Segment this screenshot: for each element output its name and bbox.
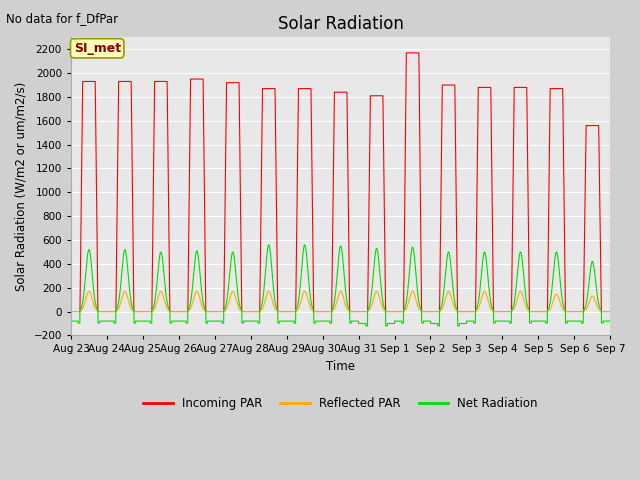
Reflected PAR (67, 309, 75, 314)
Reflected PAR (321, 309, 328, 314)
Y-axis label: Solar Radiation (W/m2 or um/m2/s): Solar Radiation (W/m2 or um/m2/s) (15, 82, 28, 291)
Net Radiation (461, 321, 469, 326)
Incoming PAR (607, 309, 614, 314)
Incoming PAR (321, 309, 328, 314)
Net Radiation (606, 318, 614, 324)
Net Radiation (432, 321, 440, 326)
Legend: Incoming PAR, Reflected PAR, Net Radiation: Incoming PAR, Reflected PAR, Net Radiati… (138, 392, 543, 414)
X-axis label: Time: Time (326, 360, 355, 373)
Reflected PAR (432, 309, 440, 314)
Reflected PAR (164, 307, 172, 312)
Net Radiation (164, 303, 172, 309)
Line: Reflected PAR: Reflected PAR (71, 291, 611, 312)
Incoming PAR (432, 309, 440, 314)
Reflected PAR (607, 309, 614, 314)
Incoming PAR (606, 309, 614, 314)
Net Radiation (492, 318, 500, 324)
Reflected PAR (606, 309, 614, 314)
Incoming PAR (461, 309, 469, 314)
Incoming PAR (164, 138, 172, 144)
Reflected PAR (492, 309, 500, 314)
Net Radiation (321, 318, 328, 324)
Text: SI_met: SI_met (74, 42, 121, 55)
Incoming PAR (403, 50, 410, 56)
Text: No data for f_DfPar: No data for f_DfPar (6, 12, 118, 25)
Net Radiation (607, 318, 614, 324)
Net Radiation (67, 318, 75, 324)
Net Radiation (265, 242, 273, 248)
Reflected PAR (461, 309, 469, 314)
Reflected PAR (85, 288, 93, 294)
Title: Solar Radiation: Solar Radiation (278, 15, 404, 33)
Incoming PAR (492, 309, 500, 314)
Incoming PAR (67, 309, 75, 314)
Line: Net Radiation: Net Radiation (71, 245, 611, 326)
Net Radiation (362, 323, 370, 329)
Line: Incoming PAR: Incoming PAR (71, 53, 611, 312)
